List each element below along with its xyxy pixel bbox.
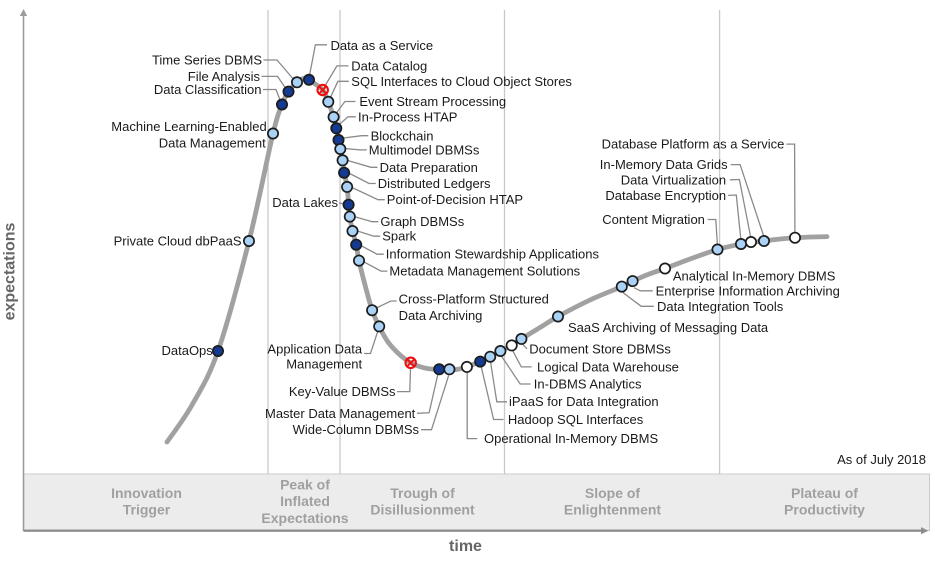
svg-text:Slope of: Slope of: [585, 485, 641, 501]
svg-text:Data Preparation: Data Preparation: [380, 160, 478, 175]
svg-text:Document Store DBMSs: Document Store DBMSs: [529, 342, 671, 357]
svg-text:DataOps: DataOps: [161, 343, 213, 358]
svg-text:As of July 2018: As of July 2018: [837, 452, 926, 467]
svg-text:Data Catalog: Data Catalog: [351, 59, 427, 74]
svg-text:Application Data: Application Data: [267, 342, 362, 357]
svg-text:Expectations: Expectations: [261, 510, 348, 526]
svg-text:Data Virtualization: Data Virtualization: [621, 172, 726, 187]
svg-text:Data Lakes: Data Lakes: [272, 195, 338, 210]
svg-text:Content Migration: Content Migration: [602, 212, 705, 227]
svg-text:Data Management: Data Management: [159, 136, 266, 151]
svg-text:Analytical In-Memory DBMS: Analytical In-Memory DBMS: [673, 268, 836, 283]
svg-text:Data Classification: Data Classification: [154, 82, 262, 97]
svg-text:Logical Data Warehouse: Logical Data Warehouse: [537, 359, 679, 374]
svg-text:iPaaS for Data Integration: iPaaS for Data Integration: [509, 394, 659, 409]
svg-text:Private Cloud dbPaaS: Private Cloud dbPaaS: [114, 234, 242, 249]
svg-text:In-Memory Data Grids: In-Memory Data Grids: [600, 157, 728, 172]
svg-text:Point-of-Decision HTAP: Point-of-Decision HTAP: [387, 192, 523, 207]
svg-text:Management: Management: [286, 357, 362, 372]
svg-text:Disillusionment: Disillusionment: [370, 502, 475, 518]
svg-text:SaaS Archiving of Messaging Da: SaaS Archiving of Messaging Data: [568, 320, 769, 335]
svg-text:Metadata Management Solutions: Metadata Management Solutions: [389, 264, 580, 279]
svg-text:Database Encryption: Database Encryption: [605, 188, 726, 203]
svg-text:SQL Interfaces to Cloud Object: SQL Interfaces to Cloud Object Stores: [351, 74, 572, 89]
svg-text:Graph DBMSs: Graph DBMSs: [380, 214, 464, 229]
svg-text:Wide-Column DBMSs: Wide-Column DBMSs: [293, 422, 420, 437]
svg-text:Trigger: Trigger: [123, 502, 171, 518]
svg-text:Innovation: Innovation: [111, 485, 182, 501]
svg-text:Data Integration Tools: Data Integration Tools: [657, 299, 784, 314]
svg-text:Blockchain: Blockchain: [371, 128, 434, 143]
svg-text:In-DBMS Analytics: In-DBMS Analytics: [534, 377, 642, 392]
svg-text:Cross-Platform Structured: Cross-Platform Structured: [399, 292, 549, 307]
svg-text:Inflated: Inflated: [280, 493, 330, 509]
svg-text:Productivity: Productivity: [784, 502, 865, 518]
svg-text:Master Data Management: Master Data Management: [265, 406, 416, 421]
svg-text:Information Stewardship Applic: Information Stewardship Applications: [386, 247, 600, 262]
svg-text:Peak of: Peak of: [280, 477, 330, 493]
svg-text:Trough of: Trough of: [390, 485, 455, 501]
svg-text:Database Platform as a Service: Database Platform as a Service: [602, 137, 785, 152]
svg-text:Enlightenment: Enlightenment: [564, 502, 662, 518]
svg-text:Data as a Service: Data as a Service: [331, 38, 434, 53]
svg-text:Machine Learning-Enabled: Machine Learning-Enabled: [111, 119, 266, 134]
svg-text:Enterprise Information Archivi: Enterprise Information Archiving: [656, 284, 840, 299]
svg-text:Plateau of: Plateau of: [791, 485, 858, 501]
svg-text:File Analysis: File Analysis: [188, 69, 261, 84]
svg-text:Distributed Ledgers: Distributed Ledgers: [378, 176, 491, 191]
svg-text:Hadoop SQL Interfaces: Hadoop SQL Interfaces: [508, 412, 644, 427]
svg-text:Event Stream Processing: Event Stream Processing: [359, 94, 506, 109]
svg-text:In-Process HTAP: In-Process HTAP: [358, 110, 457, 125]
svg-text:time: time: [449, 538, 482, 555]
svg-text:expectations: expectations: [2, 222, 19, 320]
svg-text:Multimodel DBMSs: Multimodel DBMSs: [369, 142, 480, 157]
svg-text:Operational In-Memory DBMS: Operational In-Memory DBMS: [484, 431, 658, 446]
svg-text:Key-Value DBMSs: Key-Value DBMSs: [289, 384, 396, 399]
svg-text:Spark: Spark: [382, 229, 416, 244]
svg-text:Time Series DBMS: Time Series DBMS: [152, 53, 262, 68]
svg-text:Data Archiving: Data Archiving: [399, 308, 483, 323]
